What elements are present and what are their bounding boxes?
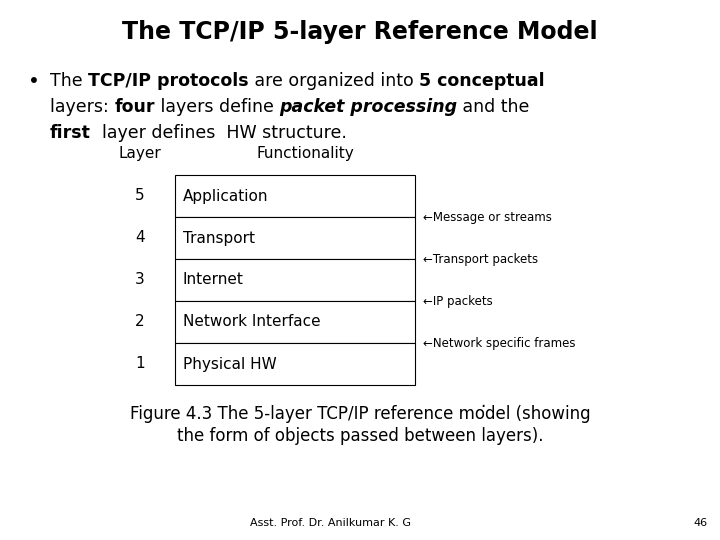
Bar — [175, 301, 415, 343]
Text: ←Message or streams: ←Message or streams — [423, 211, 552, 224]
Text: The TCP/IP 5-layer Reference Model: The TCP/IP 5-layer Reference Model — [122, 20, 598, 44]
Text: ←Transport packets: ←Transport packets — [423, 253, 538, 266]
Text: layer defines  HW structure.: layer defines HW structure. — [91, 124, 347, 142]
Text: and the: and the — [457, 98, 530, 116]
Text: 3: 3 — [135, 273, 145, 287]
Text: .: . — [480, 393, 485, 411]
Bar — [175, 343, 415, 385]
Text: TCP/IP protocols: TCP/IP protocols — [88, 72, 248, 90]
Text: layers define: layers define — [155, 98, 279, 116]
Text: Layer: Layer — [119, 146, 161, 161]
Text: the form of objects passed between layers).: the form of objects passed between layer… — [176, 427, 544, 445]
Bar — [175, 217, 415, 259]
Text: ←Network specific frames: ←Network specific frames — [423, 336, 575, 349]
Text: four: four — [114, 98, 155, 116]
Text: layers:: layers: — [50, 98, 114, 116]
Bar — [175, 175, 415, 217]
Text: •: • — [28, 72, 40, 91]
Text: are organized into: are organized into — [248, 72, 419, 90]
Text: Physical HW: Physical HW — [183, 356, 276, 372]
Text: Transport: Transport — [183, 231, 255, 246]
Text: 46: 46 — [694, 518, 708, 528]
Text: 5: 5 — [135, 188, 145, 204]
Text: ←IP packets: ←IP packets — [423, 294, 492, 307]
Text: 4: 4 — [135, 231, 145, 246]
Text: 5 conceptual: 5 conceptual — [419, 72, 544, 90]
Text: 2: 2 — [135, 314, 145, 329]
Text: first: first — [50, 124, 91, 142]
Text: Network Interface: Network Interface — [183, 314, 320, 329]
Text: The: The — [50, 72, 88, 90]
Text: Application: Application — [183, 188, 269, 204]
Text: 1: 1 — [135, 356, 145, 372]
Text: packet processing: packet processing — [279, 98, 457, 116]
Bar — [175, 259, 415, 301]
Text: Functionality: Functionality — [256, 146, 354, 161]
Text: Figure 4.3 The 5-layer TCP/IP reference model (showing: Figure 4.3 The 5-layer TCP/IP reference … — [130, 405, 590, 423]
Text: Internet: Internet — [183, 273, 244, 287]
Text: Asst. Prof. Dr. Anilkumar K. G: Asst. Prof. Dr. Anilkumar K. G — [250, 518, 410, 528]
